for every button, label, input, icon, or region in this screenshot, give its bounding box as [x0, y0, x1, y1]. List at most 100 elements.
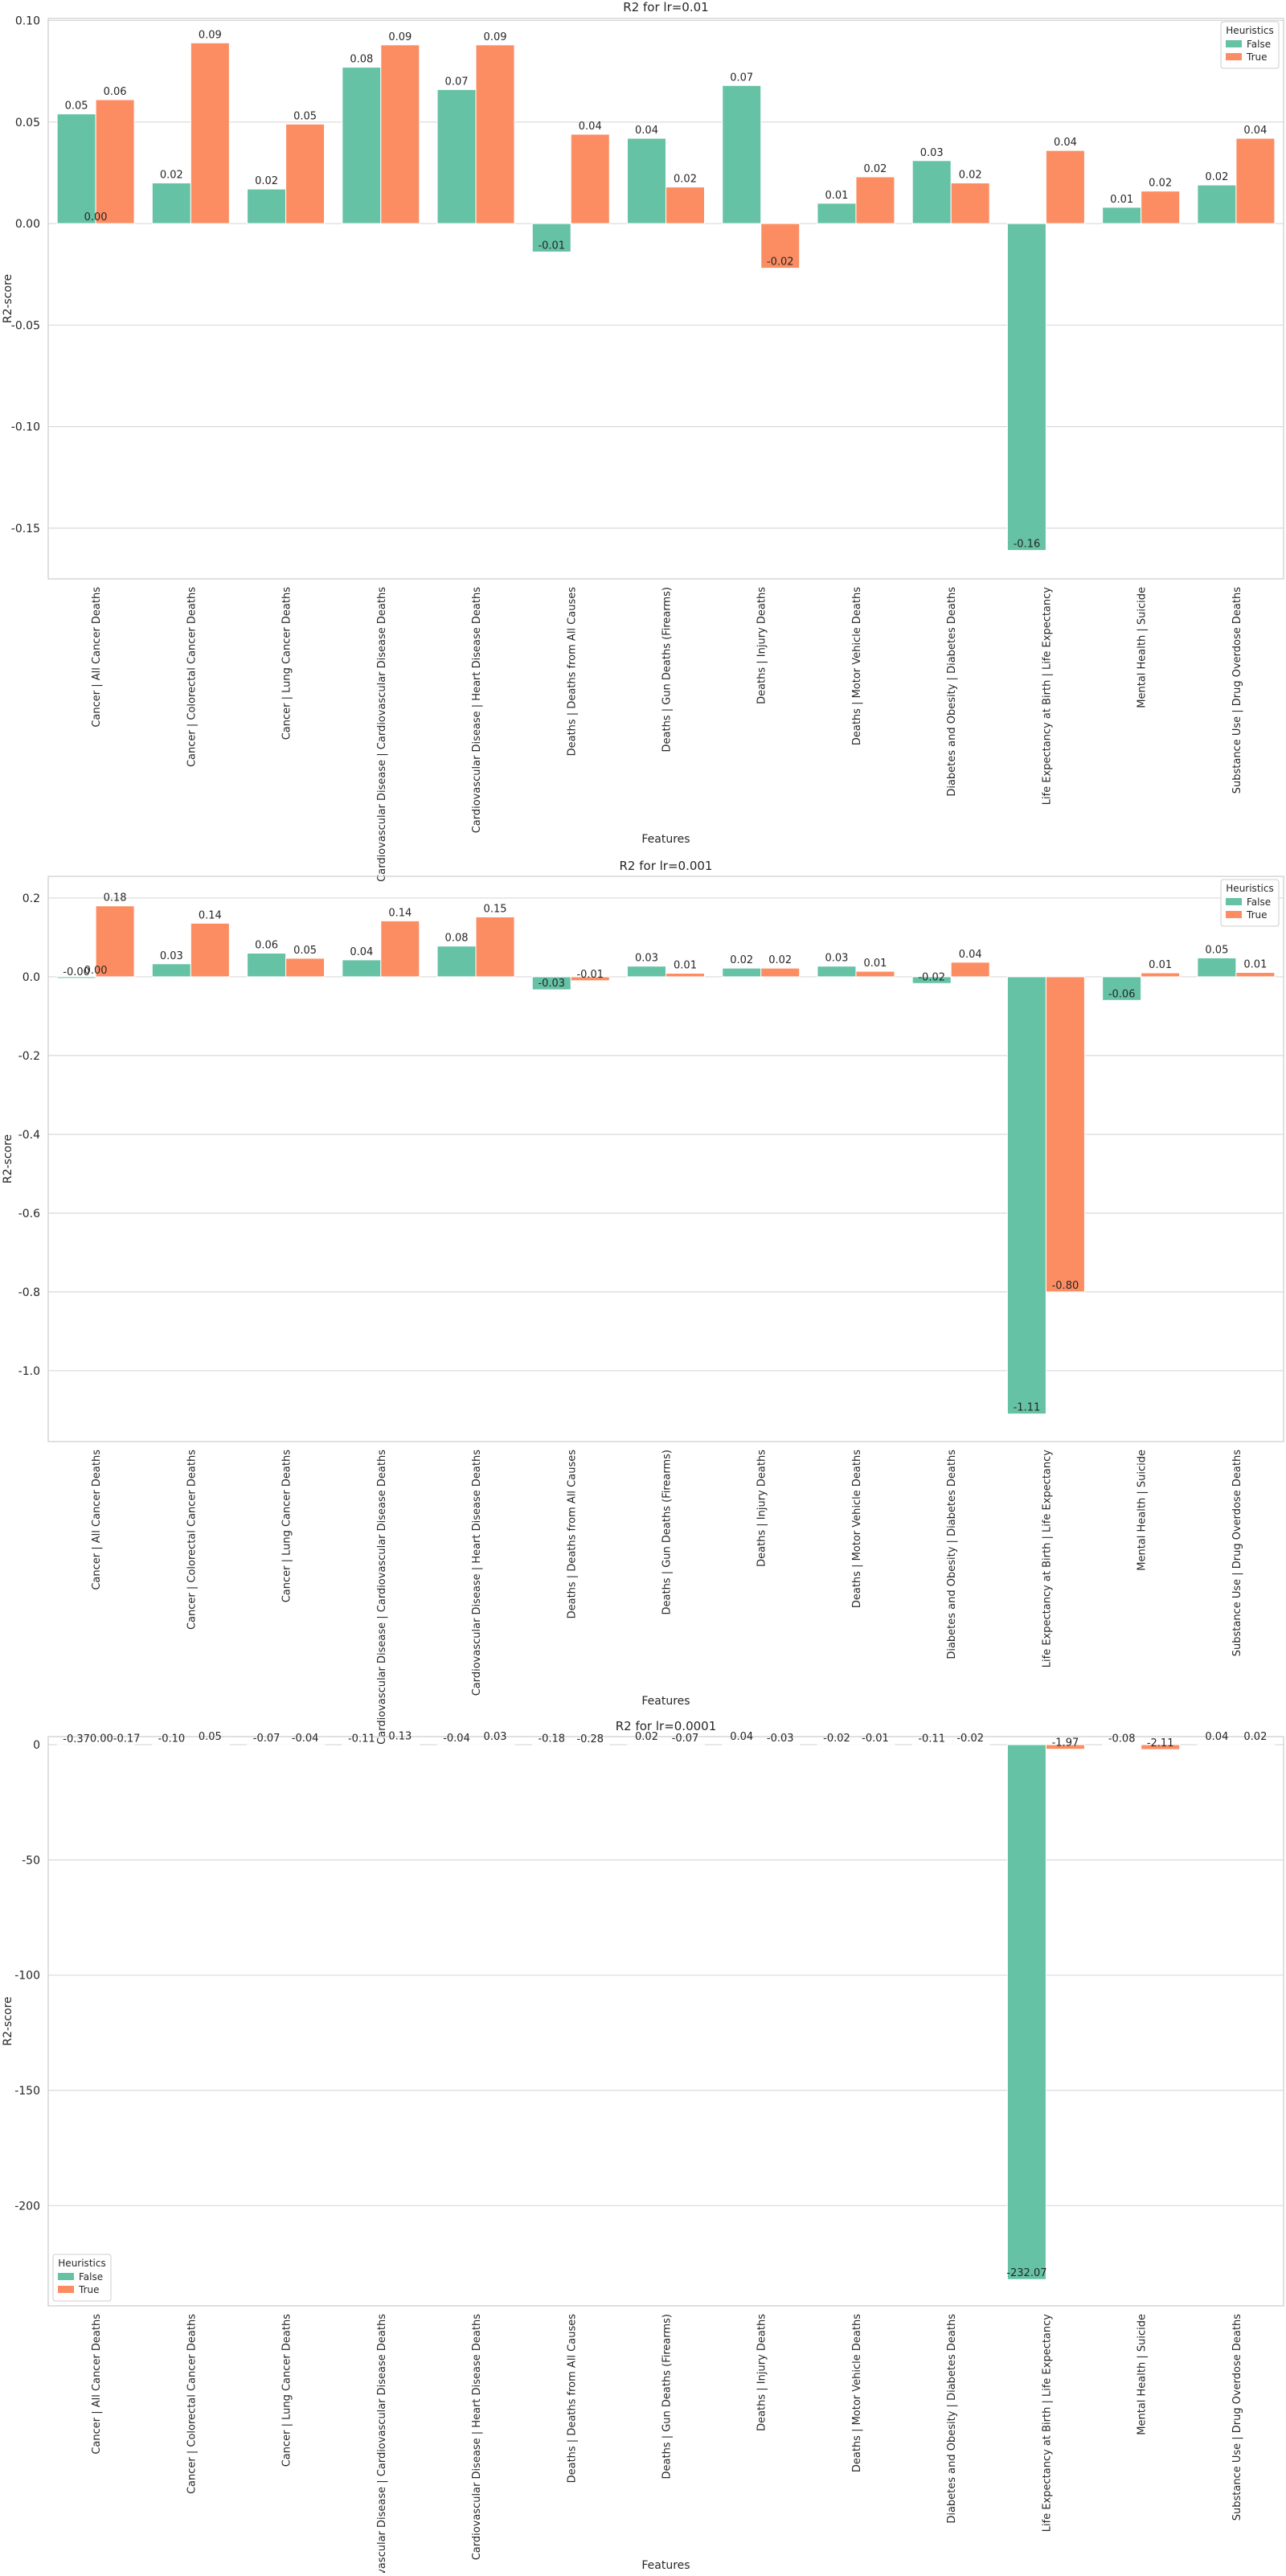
bar — [380, 920, 420, 978]
bar — [436, 945, 477, 978]
y-tick-label: 0.10 — [15, 15, 40, 28]
x-tick-label: Cancer | Lung Cancer Deaths — [281, 1450, 293, 1603]
bar — [380, 44, 420, 224]
y-tick-label: -150 — [14, 2085, 40, 2098]
y-tick-label: -0.10 — [11, 421, 40, 434]
x-tick-label: Mental Health | Suicide — [1137, 587, 1149, 708]
data-label: 0.09 — [484, 31, 507, 43]
x-tick-label: Deaths | Motor Vehicle Deaths — [851, 2314, 863, 2472]
legend-swatch — [58, 2273, 74, 2280]
data-label: -1.97 — [1052, 1737, 1079, 1749]
bar — [285, 958, 326, 978]
y-tick-label: -0.4 — [18, 1129, 40, 1142]
x-tick-label: Cancer | Colorectal Cancer Deaths — [186, 1450, 198, 1630]
data-label: 0.02 — [255, 175, 278, 187]
x-tick-label: Diabetes and Obesity | Diabetes Deaths — [946, 1450, 958, 1659]
data-label: 0.02 — [635, 1731, 658, 1743]
y-tick-label: -50 — [22, 1854, 40, 1867]
bar — [531, 223, 571, 252]
data-label: 0.02 — [959, 170, 982, 182]
data-label: 0.03 — [825, 953, 848, 965]
legend-swatch — [1226, 53, 1242, 60]
bar — [1006, 1744, 1046, 2280]
data-label: -0.04 — [443, 1733, 470, 1745]
data-label: 0.04 — [1205, 1731, 1228, 1743]
data-label: 0.04 — [579, 121, 602, 133]
y-tick-label: -100 — [14, 1970, 40, 1983]
legend-swatch — [1226, 911, 1242, 918]
bar — [1006, 223, 1046, 552]
x-tick-label: Diabetes and Obesity | Diabetes Deaths — [946, 587, 958, 797]
bar — [1045, 976, 1085, 1293]
legend-label: True — [1246, 909, 1268, 921]
x-tick-label: Cancer | Colorectal Cancer Deaths — [186, 587, 198, 767]
y-tick-label: -0.15 — [11, 523, 40, 535]
bar — [247, 953, 287, 978]
bar — [1006, 976, 1046, 1415]
data-label: 0.03 — [484, 1731, 507, 1743]
data-label: 0.01 — [1110, 194, 1133, 206]
x-axis-label: Features — [641, 1695, 690, 1708]
data-label: -0.01 — [862, 1733, 889, 1745]
bar — [627, 966, 666, 978]
bar — [666, 187, 705, 224]
bar — [817, 966, 857, 978]
x-tick-label: Cancer | All Cancer Deaths — [91, 2314, 103, 2455]
x-tick-label: Deaths | Motor Vehicle Deaths — [851, 1450, 863, 1608]
data-label: 0.01 — [1149, 959, 1172, 971]
data-label: 0.05 — [1205, 944, 1228, 956]
bar — [151, 963, 191, 978]
bar — [531, 976, 571, 991]
x-tick-label: Substance Use | Drug Overdose Deaths — [1231, 2314, 1243, 2521]
bar — [817, 203, 857, 224]
bar — [1141, 972, 1181, 978]
data-label: 0.08 — [445, 933, 469, 945]
data-label: 0.13 — [388, 1731, 412, 1743]
data-label: 0.03 — [160, 950, 183, 962]
data-label: 0.00 — [84, 211, 108, 224]
data-label: -0.37 — [63, 1733, 90, 1745]
data-label: 0.01 — [863, 958, 887, 970]
chart-2: 0.2 0.0 -0.2 -0.4 -0.6 -0.8 -1.0 R2 for lr=0.00… — [2, 859, 1284, 1745]
bar — [95, 905, 135, 978]
legend-swatch — [58, 2286, 74, 2293]
data-label: 0.15 — [484, 903, 507, 915]
data-label: -0.80 — [1052, 1280, 1079, 1292]
bar — [855, 176, 895, 224]
data-label: 0.01 — [1243, 959, 1267, 971]
bar — [760, 223, 801, 269]
y-tick-label: -0.05 — [11, 319, 40, 332]
data-label: 0.06 — [255, 940, 278, 952]
x-tick-label: Mental Health | Suicide — [1137, 2314, 1149, 2435]
bar — [342, 959, 382, 978]
bar — [911, 976, 952, 984]
data-label: -0.16 — [1014, 539, 1041, 551]
data-label: -0.07 — [672, 1733, 699, 1745]
data-label: 0.01 — [674, 960, 697, 972]
bar — [190, 42, 230, 224]
data-label: -0.01 — [538, 240, 565, 252]
bar — [666, 973, 705, 978]
x-tick-label: Substance Use | Drug Overdose Deaths — [1231, 1450, 1243, 1656]
y-tick-label: 0.0 — [23, 971, 40, 984]
chart-title: R2 for lr=0.01 — [623, 0, 708, 14]
data-label: 0.04 — [1243, 125, 1267, 137]
data-label: 0.14 — [388, 907, 412, 919]
y-tick-label: -0.8 — [18, 1286, 40, 1299]
x-tick-label: Cardiovascular Disease | Heart Disease D… — [471, 587, 483, 834]
x-tick-label: Cardiovascular Disease | Heart Disease D… — [471, 1450, 483, 1696]
data-label: -0.18 — [538, 1733, 565, 1745]
bar — [56, 976, 96, 979]
x-tick-label: Deaths | Injury Deaths — [756, 1450, 768, 1567]
bar — [56, 113, 96, 224]
data-label: -0.01 — [576, 969, 604, 981]
data-label: -0.00 — [63, 966, 90, 978]
y-axis-label: R2-score — [2, 274, 14, 323]
x-tick-label: Deaths | Motor Vehicle Deaths — [851, 587, 863, 745]
y-tick-label: 0.2 — [23, 892, 40, 905]
x-tick-label: Deaths | Deaths from All Causes — [566, 2314, 578, 2484]
